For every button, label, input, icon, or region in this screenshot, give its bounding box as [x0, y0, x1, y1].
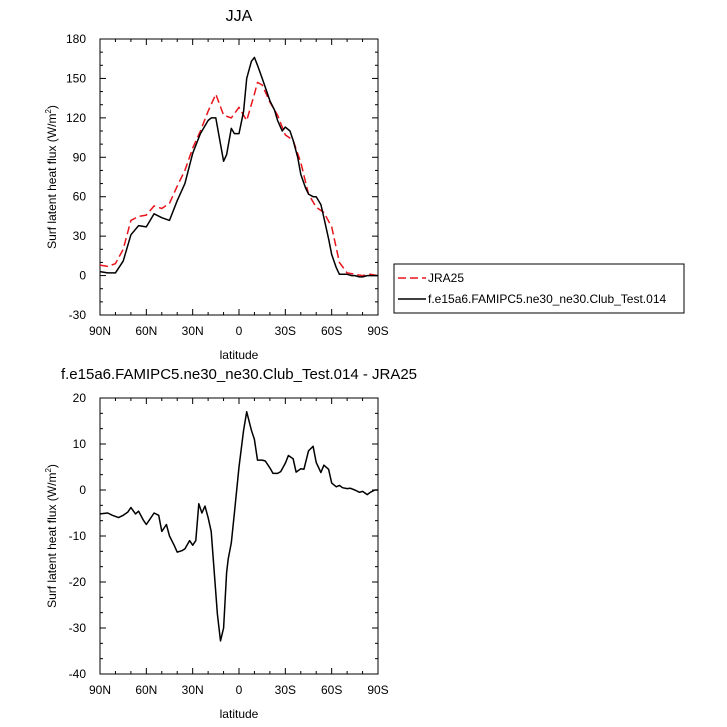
plot-frame — [99, 397, 379, 675]
y-tick-label: -10 — [69, 529, 87, 543]
x-tick-label: 60S — [321, 324, 342, 338]
y-tick-label: 30 — [73, 229, 87, 243]
x-tick-label: 90N — [89, 683, 111, 697]
legend-label-0: JRA25 — [428, 271, 464, 285]
series-line-1 — [99, 56, 378, 278]
y-axis-label: Surf latent heat flux (W/m2) — [44, 105, 59, 249]
x-tick-label: 0 — [236, 324, 243, 338]
x-tick-label: 30S — [275, 683, 296, 697]
x-axis-label: latitude — [220, 348, 259, 362]
y-axis-label-superscript: 2 — [44, 109, 53, 114]
y-tick-label: 180 — [66, 32, 86, 46]
legend-label-1: f.e15a6.FAMIPC5.ne30_ne30.Club_Test.014 — [428, 292, 666, 306]
legend-box — [393, 263, 685, 314]
x-tick-label: 60N — [135, 324, 157, 338]
chart-title: f.e15a6.FAMIPC5.ne30_ne30.Club_Test.014 … — [61, 366, 417, 383]
x-axis-label: latitude — [220, 707, 259, 721]
x-tick-label: 90S — [367, 324, 388, 338]
y-axis-label-main: Surf latent heat flux (W/m — [45, 473, 59, 608]
y-tick-label: 0 — [79, 269, 86, 283]
series-line-0 — [99, 81, 379, 277]
chart-title: JJA — [226, 8, 253, 25]
y-tick-label: 20 — [73, 391, 87, 405]
y-axis-label-main: Surf latent heat flux (W/m — [45, 114, 59, 249]
y-tick-label: -30 — [69, 621, 87, 635]
x-tick-label: 30N — [182, 324, 204, 338]
y-tick-label: 90 — [73, 150, 87, 164]
x-tick-label: 30S — [275, 324, 296, 338]
y-tick-label: -40 — [69, 667, 87, 681]
y-tick-label: 60 — [73, 190, 87, 204]
panel-top-mean-flux: JJA -30 0 30 60 90 120 150 180 90N 60N 30N 0 30S 60S 90… — [44, 8, 389, 362]
x-tick-label: 90N — [89, 324, 111, 338]
y-axis-label: Surf latent heat flux (W/m2) — [44, 464, 59, 608]
x-tick-label: 60S — [321, 683, 342, 697]
y-tick-label: 0 — [79, 483, 86, 497]
y-axis-label-close: ) — [45, 105, 59, 109]
plot-frame — [99, 38, 379, 316]
series-line-0 — [99, 411, 378, 642]
legend: JRA25 f.e15a6.FAMIPC5.ne30_ne30.Club_Test… — [393, 263, 685, 314]
y-tick-label: 120 — [66, 111, 86, 125]
x-tick-label: 30N — [182, 683, 204, 697]
x-tick-label: 60N — [135, 683, 157, 697]
y-tick-label: -30 — [69, 308, 87, 322]
y-tick-label: 10 — [73, 437, 87, 451]
y-axis-label-close: ) — [45, 464, 59, 468]
x-tick-label: 90S — [367, 683, 388, 697]
panel-bottom-difference: f.e15a6.FAMIPC5.ne30_ne30.Club_Test.014 … — [44, 366, 417, 721]
y-axis-label-superscript: 2 — [44, 468, 53, 473]
y-tick-label: -20 — [69, 575, 87, 589]
x-tick-label: 0 — [236, 683, 243, 697]
y-tick-label: 150 — [66, 71, 86, 85]
